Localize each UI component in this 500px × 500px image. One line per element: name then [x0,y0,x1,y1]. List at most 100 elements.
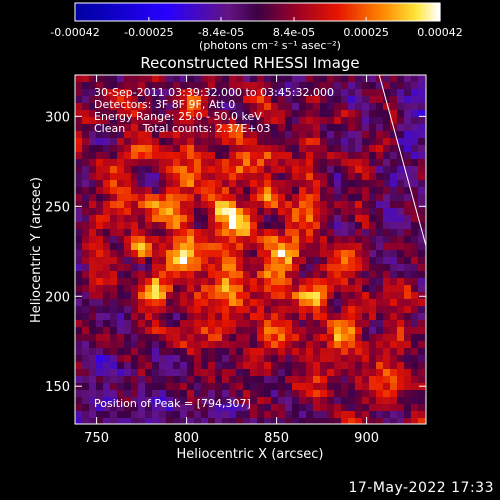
heatmap-cell [243,285,251,293]
colorbar-swatch [126,3,131,21]
heatmap-cell [369,376,377,384]
heatmap-cell [390,75,398,83]
y-tick-label: 200 [45,290,70,305]
heatmap-cell [292,341,300,349]
colorbar-swatch [318,3,322,21]
heatmap-cell [208,299,216,307]
heatmap-cell [355,404,363,412]
heatmap-cell [243,124,251,132]
heatmap-cell [187,152,195,160]
heatmap-cell [334,299,342,307]
colorbar-swatch [181,3,186,21]
heatmap-cell [215,285,223,293]
heatmap-cell [215,166,223,174]
colorbar-swatch [309,3,313,21]
heatmap-cell [404,278,412,286]
heatmap-cell [362,131,370,139]
colorbar-swatch [373,3,377,21]
heatmap-cell [257,250,265,258]
heatmap-cell [75,299,83,307]
heatmap-cell [187,103,195,111]
heatmap-cell [159,110,167,118]
heatmap-cell [313,278,321,286]
heatmap-cell [229,152,237,160]
heatmap-cell [271,82,279,90]
x-tick-label: 750 [84,431,109,446]
heatmap-cell [383,124,391,132]
heatmap-cell [103,355,111,363]
heatmap-cell [124,299,132,307]
heatmap-cell [82,327,90,335]
heatmap-cell [418,75,426,83]
heatmap-cell [334,257,342,265]
heatmap-cell [285,313,293,321]
heatmap-cell [236,250,244,258]
colorbar-swatch [275,3,280,21]
heatmap-cell [96,292,104,300]
heatmap-cell [180,96,188,104]
heatmap-cell [166,110,174,118]
heatmap-cell [362,229,370,237]
heatmap-cell [397,124,405,132]
heatmap-cell [159,362,167,370]
heatmap-cell [306,201,314,209]
heatmap-cell [376,89,384,97]
heatmap-cell [82,103,90,111]
heatmap-cell [383,285,391,293]
heatmap-cell [187,278,195,286]
heatmap-cell [278,355,286,363]
heatmap-cell [103,96,111,104]
heatmap-cell [222,348,230,356]
heatmap-cell [376,117,384,125]
heatmap-cell [334,285,342,293]
heatmap-cell [173,264,181,272]
heatmap-cell [75,397,83,405]
heatmap-cell [299,145,307,153]
heatmap-cell [236,278,244,286]
heatmap-cell [362,215,370,223]
heatmap-cell [145,117,153,125]
heatmap-cell [166,313,174,321]
heatmap-cell [236,390,244,398]
heatmap-cell [376,411,384,419]
heatmap-cell [159,418,167,425]
heatmap-cell [194,355,202,363]
heatmap-cell [376,201,384,209]
heatmap-cell [320,334,328,342]
heatmap-cell [110,187,118,195]
heatmap-cell [145,418,153,425]
heatmap-cell [383,194,391,202]
heatmap-cell [271,180,279,188]
heatmap-cell [299,362,307,370]
heatmap-cell [390,320,398,328]
heatmap-cell [334,278,342,286]
heatmap-cell [236,362,244,370]
heatmap-cell [334,236,342,244]
heatmap-cell [397,201,405,209]
heatmap-cell [75,369,83,377]
heatmap-cell [397,208,405,216]
heatmap-cell [355,411,363,419]
heatmap-cell [250,299,258,307]
heatmap-cell [271,369,279,377]
heatmap-cell [103,117,111,125]
heatmap-cell [222,271,230,279]
heatmap-cell [341,110,349,118]
colorbar-swatch [315,3,319,21]
heatmap-cell [390,271,398,279]
heatmap-cell [236,222,244,230]
heatmap-cell [404,250,412,258]
heatmap-cell [138,250,146,258]
heatmap-cell [103,334,111,342]
heatmap-cell [355,152,363,160]
heatmap-cell [96,124,104,132]
heatmap-cell [257,299,265,307]
heatmap-cell [222,376,230,384]
heatmap-cell [257,334,265,342]
heatmap-cell [89,299,97,307]
heatmap-cell [159,229,167,237]
heatmap-cell [292,166,300,174]
heatmap-cell [103,250,111,258]
heatmap-cell [306,187,314,195]
heatmap-cell [75,145,83,153]
